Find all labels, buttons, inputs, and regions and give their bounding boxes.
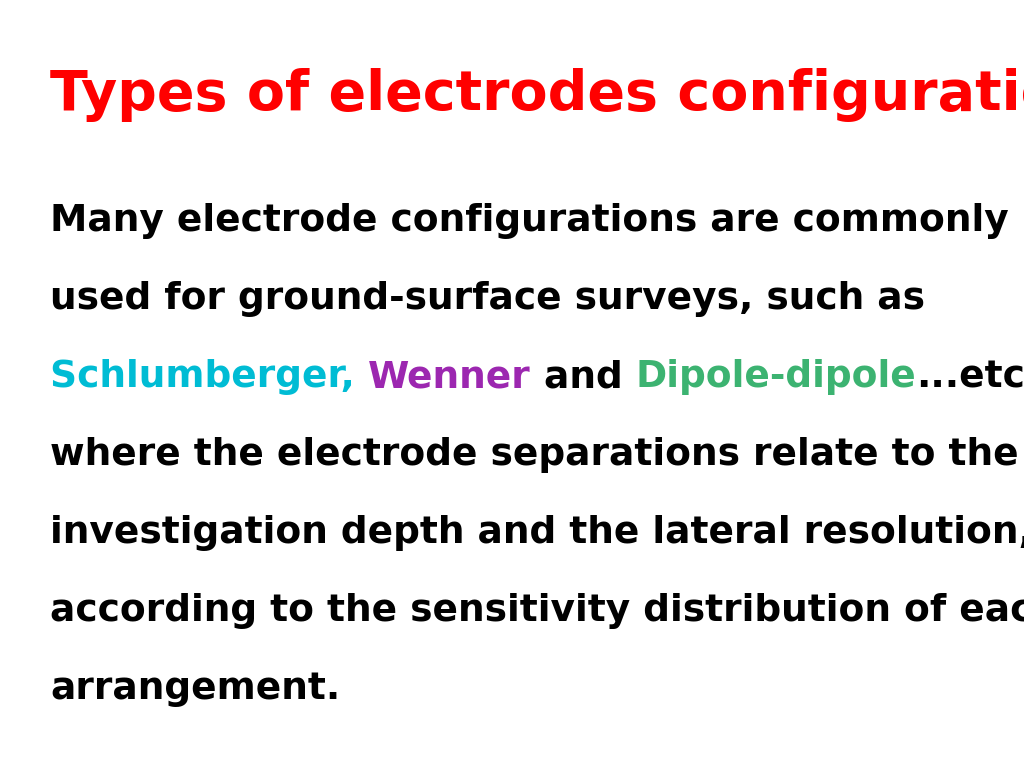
Text: Dipole-dipole: Dipole-dipole — [635, 359, 916, 395]
Text: arrangement.: arrangement. — [50, 671, 340, 707]
Text: where the electrode separations relate to the: where the electrode separations relate t… — [50, 437, 1019, 473]
Text: used for ground-surface surveys, such as: used for ground-surface surveys, such as — [50, 281, 925, 317]
Text: investigation depth and the lateral resolution,: investigation depth and the lateral reso… — [50, 515, 1024, 551]
Text: Wenner: Wenner — [368, 359, 530, 395]
Text: according to the sensitivity distribution of each: according to the sensitivity distributio… — [50, 593, 1024, 629]
Text: Many electrode configurations are commonly: Many electrode configurations are common… — [50, 203, 1009, 239]
Text: and: and — [530, 359, 635, 395]
Text: ...etc,: ...etc, — [916, 359, 1024, 395]
Text: Schlumberger,: Schlumberger, — [50, 359, 368, 395]
Text: Types of electrodes configurations: Types of electrodes configurations — [50, 68, 1024, 122]
